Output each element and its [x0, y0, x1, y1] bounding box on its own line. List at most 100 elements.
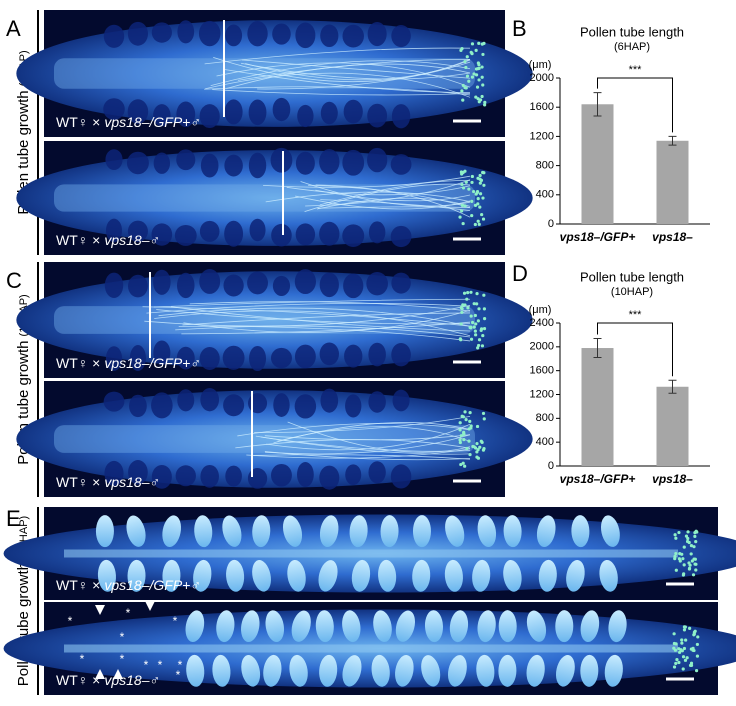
pollen-tube — [263, 175, 471, 188]
pollen — [674, 551, 678, 556]
ovule — [176, 101, 196, 128]
bar — [656, 140, 689, 224]
pollen — [477, 307, 481, 311]
pollen — [672, 646, 676, 650]
ovule — [272, 275, 291, 296]
pollen-tube — [317, 206, 471, 209]
seed — [498, 654, 517, 687]
pollen — [471, 444, 475, 449]
pollen — [682, 646, 687, 651]
pollen — [682, 563, 686, 567]
seed — [252, 560, 271, 592]
aborted-marker: * — [120, 630, 125, 644]
pollen — [462, 437, 466, 442]
pollen — [481, 196, 485, 200]
ovule — [200, 388, 220, 412]
seed — [373, 610, 392, 643]
pollen — [478, 205, 482, 209]
seed — [241, 655, 261, 687]
pollen — [458, 438, 462, 442]
pollen — [461, 461, 465, 465]
pollen — [673, 557, 677, 561]
pollen — [695, 642, 699, 647]
pollen — [474, 48, 478, 52]
ovule — [223, 394, 245, 417]
seed — [378, 559, 397, 592]
ovule — [294, 344, 316, 369]
pollen — [460, 47, 464, 51]
pollen — [472, 72, 476, 76]
pollen-tube — [319, 180, 471, 206]
caption-female: WT♀ × — [56, 114, 100, 130]
pollen — [693, 562, 697, 566]
ovule — [128, 460, 148, 485]
pollen — [470, 213, 474, 218]
pollen — [460, 182, 464, 187]
seed — [571, 515, 590, 548]
pollen — [461, 98, 465, 102]
pollen-tube — [178, 325, 471, 342]
y-tick-label: 800 — [536, 412, 554, 424]
chart-subtitle: (10HAP) — [611, 286, 653, 298]
seed — [186, 654, 205, 687]
pollen — [479, 327, 484, 331]
seed — [291, 610, 311, 642]
pollen — [474, 73, 479, 77]
ovule — [105, 149, 123, 171]
ovule — [153, 152, 171, 174]
arrowhead — [113, 669, 123, 679]
y-tick-label: 2400 — [530, 317, 554, 329]
pollen — [478, 445, 482, 449]
seed — [162, 559, 181, 592]
pollen — [471, 320, 475, 325]
pollen — [482, 183, 486, 187]
pollen — [478, 173, 482, 178]
ovule — [151, 392, 173, 419]
ovule — [320, 24, 339, 48]
ovule — [391, 104, 411, 129]
pollen — [467, 427, 471, 431]
pollen-tube — [254, 415, 471, 433]
aborted-marker: * — [178, 658, 183, 672]
pollen — [680, 641, 684, 645]
pollen — [683, 625, 687, 629]
arrowhead — [95, 605, 105, 615]
pollen — [684, 534, 689, 538]
ovule — [271, 223, 292, 247]
image-caption: WT♀ × vps18–♂ — [56, 232, 160, 248]
pollen — [691, 648, 695, 652]
ovule — [272, 97, 291, 122]
ovule — [390, 154, 412, 175]
pollen — [681, 655, 686, 659]
pollen — [678, 650, 682, 654]
pollen — [472, 302, 476, 306]
pollen — [680, 649, 684, 653]
pollen — [469, 337, 474, 341]
ovule — [344, 344, 363, 368]
caption-female: WT♀ × — [56, 577, 100, 593]
ovule — [367, 103, 388, 128]
y-tick-label: 0 — [548, 460, 554, 472]
pollen-tube — [265, 191, 471, 203]
seed — [319, 654, 338, 687]
ovule — [200, 153, 219, 178]
seed — [318, 560, 338, 592]
caption-male: ♂ — [150, 672, 161, 688]
pollen-tube — [144, 305, 471, 327]
ovule — [247, 271, 268, 295]
ovule — [368, 221, 386, 244]
ovule — [248, 152, 267, 179]
pollen — [473, 313, 477, 318]
ovule — [105, 346, 123, 371]
pollen — [470, 199, 474, 203]
ovule — [153, 340, 171, 365]
pollen — [680, 638, 684, 642]
y-tick-label: 400 — [536, 189, 554, 201]
pollen — [682, 545, 686, 549]
ovule — [126, 151, 149, 175]
seed — [212, 654, 231, 687]
pollen — [480, 65, 484, 69]
aborted-marker: * — [176, 668, 181, 682]
panel-label: C — [6, 268, 22, 293]
bar — [581, 348, 614, 466]
